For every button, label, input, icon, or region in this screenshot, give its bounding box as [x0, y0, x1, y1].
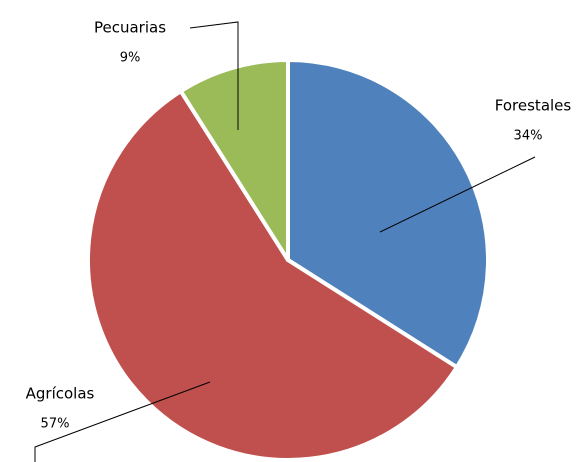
slice-label: Agrícolas	[26, 385, 95, 403]
slice-value: 57%	[41, 417, 70, 432]
leader-line	[34, 381, 211, 462]
pie-slice	[178, 58, 290, 262]
pie-slice	[86, 89, 459, 462]
leader-line	[189, 21, 239, 130]
slice-value: 9%	[120, 51, 141, 66]
slice-label: Forestales	[495, 97, 572, 115]
slice-label: Pecuarias	[94, 19, 166, 37]
slice-value: 34%	[514, 129, 543, 144]
leader-line	[379, 156, 536, 233]
